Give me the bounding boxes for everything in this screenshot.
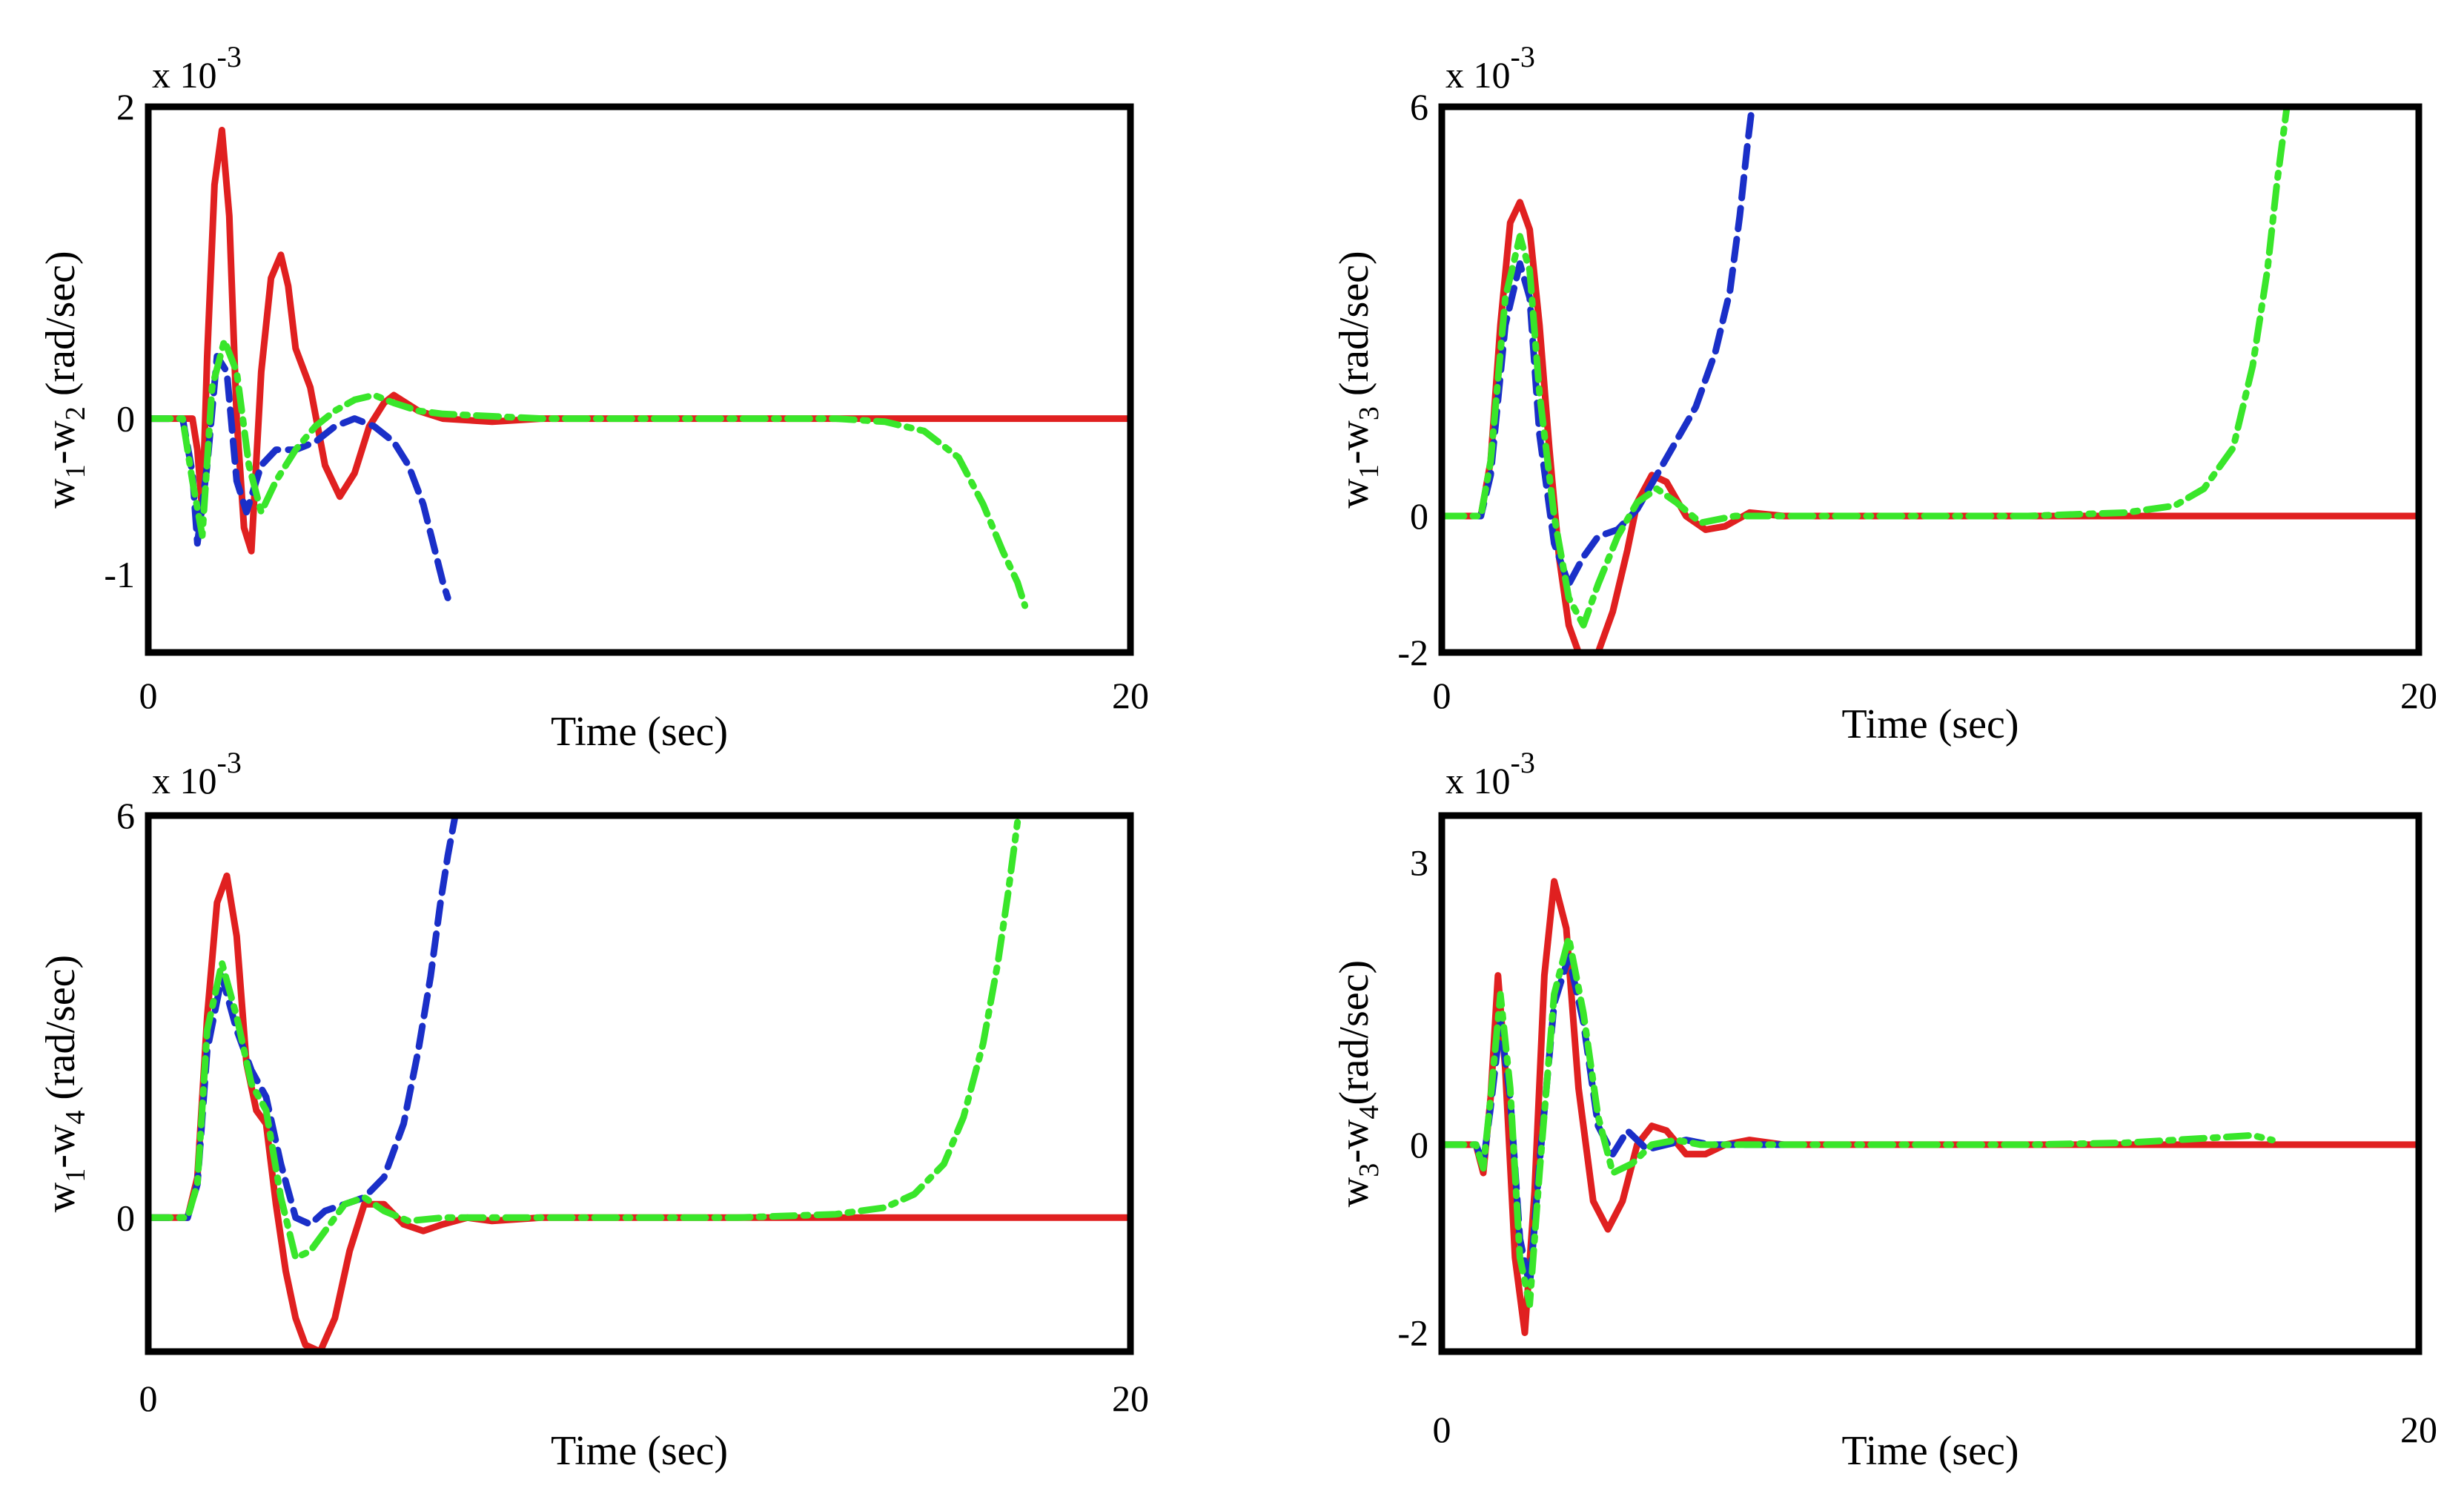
y-tick-label: -2: [1397, 1312, 1428, 1354]
x-tick-label: 20: [1112, 675, 1149, 716]
x-tick-label: 0: [139, 675, 158, 716]
y-tick-label: -1: [104, 554, 135, 595]
y-axis-label: w1-w3 (rad/sec): [1331, 251, 1385, 508]
y-axis-label: w1-w4 (rad/sec): [38, 955, 91, 1212]
axes-frame: [145, 103, 1134, 656]
x-axis-label: Time (sec): [551, 709, 728, 755]
series-green-dashdot: [148, 337, 1029, 609]
y-tick-label: 6: [1410, 86, 1428, 128]
axis-multiplier: x 10-3: [152, 746, 242, 801]
axis-multiplier: x 10-3: [152, 40, 242, 96]
y-tick-label: 0: [1410, 495, 1428, 537]
series-blue-dashed: [148, 816, 459, 1228]
axes-frame: [145, 812, 1134, 1355]
x-tick-label: 20: [1112, 1378, 1149, 1419]
y-tick-label: 0: [116, 1197, 135, 1238]
y-axis-label: w1-w2 (rad/sec): [38, 251, 91, 508]
x-tick-label: 20: [2400, 675, 2437, 716]
axis-multiplier: x 10-3: [1445, 40, 1535, 96]
y-tick-label: -2: [1397, 632, 1428, 673]
y-axis-label: w3-w4(rad/sec): [1331, 960, 1385, 1207]
panel-p4: 3 0 -2 0 20 Time (sec) x 10-3 w3-w4(rad/sec): [1331, 746, 2437, 1474]
series-green-dashdot: [148, 819, 1021, 1261]
y-tick-label: 0: [1410, 1124, 1428, 1166]
axis-multiplier: x 10-3: [1445, 746, 1535, 801]
x-tick-label: 0: [1433, 675, 1451, 716]
series-green-dashdot: [1442, 107, 2291, 629]
panel-p3: 6 0 0 20 Time (sec) x 10-3 w1-w4 (rad/sec): [38, 746, 1149, 1474]
axes-frame: [1438, 812, 2422, 1355]
series-green-dashdot: [1442, 934, 2276, 1309]
series-blue-dashed: [1442, 107, 1755, 588]
x-axis-label: Time (sec): [1841, 701, 2018, 747]
x-tick-label: 20: [2400, 1409, 2437, 1450]
y-tick-label: 0: [116, 398, 135, 440]
y-tick-label: 2: [116, 86, 135, 128]
axes-frame: [1438, 103, 2422, 656]
x-tick-label: 0: [139, 1378, 158, 1419]
y-tick-label: 6: [116, 795, 135, 836]
y-tick-label: 3: [1410, 842, 1428, 883]
x-tick-label: 0: [1433, 1409, 1451, 1450]
x-axis-label: Time (sec): [551, 1428, 728, 1474]
x-axis-label: Time (sec): [1841, 1428, 2018, 1474]
